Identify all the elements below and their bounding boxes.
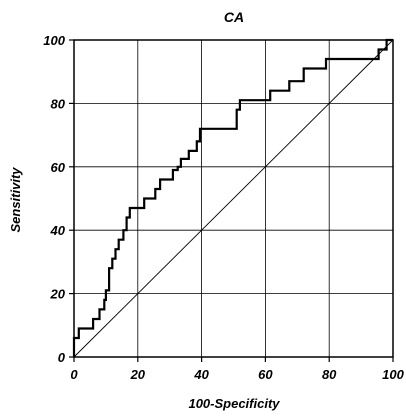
x-tick-label: 0 xyxy=(70,367,78,382)
roc-curve-line xyxy=(72,38,393,357)
x-tick-label: 40 xyxy=(193,367,209,382)
y-tick-label: 40 xyxy=(50,223,66,238)
y-tick-label: 100 xyxy=(43,33,65,48)
y-axis-title: Sensitivity xyxy=(8,167,23,233)
x-tick-labels: 0 20 40 60 80 100 xyxy=(70,367,404,382)
y-tick-labels: 0 20 40 60 80 100 xyxy=(43,33,65,365)
x-tick-label: 100 xyxy=(382,367,404,382)
chart-title: CA xyxy=(224,9,244,25)
reference-diagonal-line xyxy=(73,39,394,358)
y-tick-label: 0 xyxy=(58,350,66,365)
x-tick-label: 60 xyxy=(258,367,273,382)
x-axis-title: 100-Specificity xyxy=(188,396,280,411)
grid-lines xyxy=(74,40,393,357)
x-tick-label: 20 xyxy=(130,367,146,382)
y-tick-label: 60 xyxy=(51,160,66,175)
x-tick-label: 80 xyxy=(322,367,337,382)
plot-frame xyxy=(73,39,394,358)
y-tick-label: 80 xyxy=(51,96,66,111)
y-tick-label: 20 xyxy=(50,287,66,302)
tick-marks xyxy=(69,39,394,362)
